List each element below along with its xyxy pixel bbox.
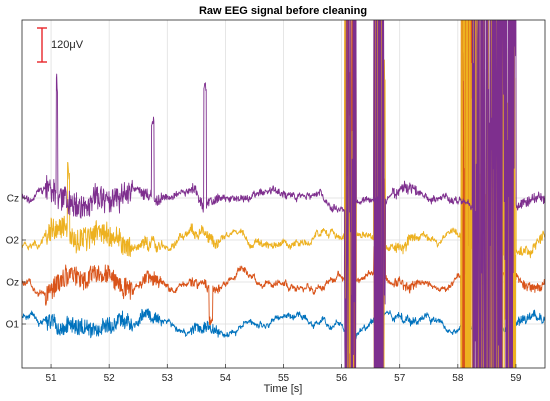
scale-bar: 120μV — [37, 27, 84, 63]
x-tick-label: 56 — [336, 373, 348, 384]
y-tick-label-cz: Cz — [7, 194, 19, 205]
y-axis-ticks: O1 Oz O2 Cz — [6, 194, 26, 331]
scale-bar-label: 120μV — [51, 39, 84, 51]
y-tick-label-oz: Oz — [6, 278, 19, 289]
trace-o1 — [22, 308, 545, 341]
x-tick-label: 54 — [220, 373, 232, 384]
chart-title: Raw EEG signal before cleaning — [199, 5, 367, 17]
trace-cz — [22, 20, 545, 368]
trace-o2 — [22, 20, 545, 368]
trace-oz — [22, 20, 545, 368]
x-axis-label: Time [s] — [264, 383, 303, 395]
traces-group — [22, 20, 545, 368]
x-tick-label: 55 — [278, 373, 290, 384]
x-tick-label: 59 — [510, 373, 522, 384]
y-tick-label-o1: O1 — [6, 320, 20, 331]
x-axis-ticks: 51 52 53 54 55 56 57 58 59 — [45, 364, 522, 384]
x-tick-label: 52 — [104, 373, 116, 384]
x-tick-label: 57 — [394, 373, 406, 384]
x-tick-label: 51 — [45, 373, 57, 384]
y-tick-label-o2: O2 — [6, 236, 20, 247]
x-tick-label: 53 — [162, 373, 174, 384]
x-tick-label: 58 — [452, 373, 464, 384]
